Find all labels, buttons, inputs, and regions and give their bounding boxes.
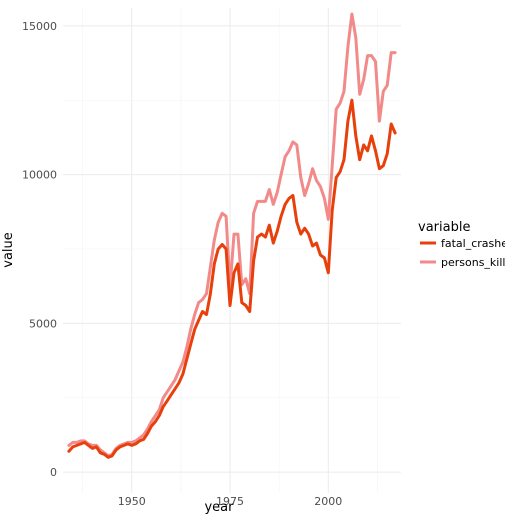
legend-item-fatal-crashes: fatal_crashes [420, 237, 505, 250]
legend-title: variable [418, 220, 470, 235]
series-lines [67, 12, 397, 459]
series-line-persons-killed [67, 12, 397, 458]
x-tick-label: 1975 [216, 495, 244, 508]
y-tick-label: 5000 [29, 317, 57, 330]
x-tick-label: 2000 [314, 495, 342, 508]
x-axis-ticks: 1950 1975 2000 [118, 495, 343, 508]
y-axis-title: value [1, 232, 16, 268]
legend-label: persons_killed [441, 256, 505, 269]
x-axis-title: year [204, 500, 234, 515]
legend-label: fatal_crashes [441, 237, 505, 250]
y-tick-label: 10000 [22, 169, 57, 182]
legend-item-persons-killed: persons_killed [420, 256, 505, 269]
series-line-fatal-crashes [67, 98, 397, 459]
y-tick-label: 0 [50, 466, 57, 479]
legend: variable fatal_crashes persons_killed [418, 220, 505, 269]
legend-items: fatal_crashes persons_killed [420, 237, 505, 269]
y-tick-label: 15000 [22, 20, 57, 33]
y-axis-ticks: 0 5000 10000 15000 [22, 20, 57, 479]
x-tick-label: 1950 [118, 495, 146, 508]
